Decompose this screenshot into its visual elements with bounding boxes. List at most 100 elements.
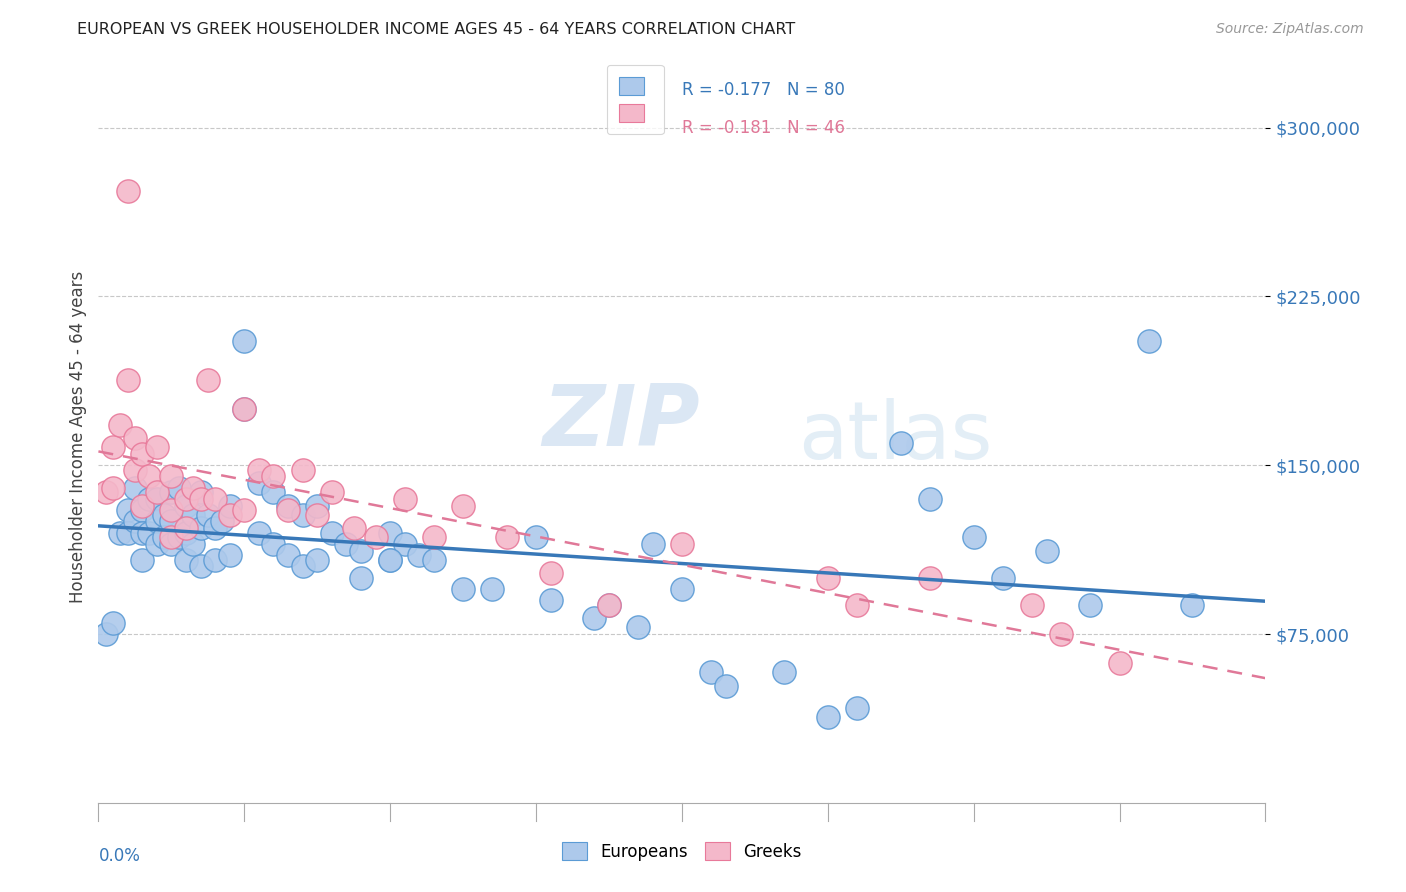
Point: [110, 417, 132, 432]
Text: R = -0.177   N = 80: R = -0.177 N = 80: [682, 80, 845, 99]
Point: [146, 440, 169, 454]
Point: [423, 530, 446, 544]
Point: [962, 530, 984, 544]
Point: [174, 491, 197, 506]
Point: [138, 525, 160, 540]
Point: [131, 447, 153, 461]
Point: [423, 553, 446, 567]
Point: [218, 499, 240, 513]
Point: [1137, 334, 1160, 349]
Point: [174, 525, 197, 540]
Point: [307, 553, 329, 567]
Point: [190, 491, 212, 506]
Point: [380, 525, 402, 540]
Point: [117, 525, 139, 540]
Point: [350, 543, 373, 558]
Point: [211, 515, 233, 529]
Point: [1021, 598, 1043, 612]
Point: [262, 485, 284, 500]
Point: [408, 548, 430, 562]
Text: atlas: atlas: [799, 398, 993, 476]
Point: [153, 508, 176, 522]
Text: EUROPEAN VS GREEK HOUSEHOLDER INCOME AGES 45 - 64 YEARS CORRELATION CHART: EUROPEAN VS GREEK HOUSEHOLDER INCOME AGE…: [77, 22, 796, 37]
Point: [131, 499, 153, 513]
Point: [160, 530, 183, 544]
Point: [1108, 657, 1130, 671]
Point: [146, 515, 169, 529]
Point: [394, 537, 416, 551]
Point: [277, 548, 299, 562]
Point: [146, 537, 169, 551]
Point: [627, 620, 650, 634]
Point: [817, 571, 839, 585]
Point: [540, 566, 562, 581]
Point: [451, 499, 474, 513]
Point: [101, 481, 124, 495]
Point: [671, 582, 693, 596]
Point: [218, 548, 240, 562]
Point: [233, 401, 256, 416]
Point: [380, 553, 402, 567]
Point: [160, 515, 183, 529]
Point: [94, 627, 117, 641]
Point: [160, 485, 183, 500]
Point: [160, 469, 183, 483]
Text: R = -0.181   N = 46: R = -0.181 N = 46: [682, 119, 845, 136]
Point: [335, 537, 357, 551]
Point: [204, 521, 226, 535]
Point: [117, 503, 139, 517]
Point: [364, 530, 387, 544]
Point: [380, 553, 402, 567]
Point: [846, 701, 869, 715]
Point: [700, 665, 723, 680]
Point: [598, 598, 620, 612]
Point: [124, 515, 146, 529]
Point: [218, 508, 240, 522]
Point: [181, 508, 204, 522]
Point: [233, 334, 256, 349]
Point: [138, 469, 160, 483]
Point: [991, 571, 1014, 585]
Point: [233, 503, 256, 517]
Point: [101, 615, 124, 630]
Point: [204, 491, 226, 506]
Point: [918, 491, 941, 506]
Point: [174, 521, 197, 535]
Point: [190, 485, 212, 500]
Point: [773, 665, 796, 680]
Text: Source: ZipAtlas.com: Source: ZipAtlas.com: [1216, 22, 1364, 37]
Point: [496, 530, 519, 544]
Point: [890, 435, 912, 450]
Point: [846, 598, 869, 612]
Point: [146, 491, 169, 506]
Point: [247, 525, 270, 540]
Point: [307, 499, 329, 513]
Point: [524, 530, 547, 544]
Point: [174, 499, 197, 513]
Point: [321, 525, 343, 540]
Point: [181, 481, 204, 495]
Point: [262, 537, 284, 551]
Point: [817, 710, 839, 724]
Point: [190, 559, 212, 574]
Point: [160, 537, 183, 551]
Point: [671, 537, 693, 551]
Point: [131, 553, 153, 567]
Point: [1181, 598, 1204, 612]
Point: [277, 503, 299, 517]
Point: [247, 476, 270, 491]
Point: [321, 485, 343, 500]
Point: [1050, 627, 1073, 641]
Point: [291, 559, 314, 574]
Point: [350, 571, 373, 585]
Point: [481, 582, 503, 596]
Point: [451, 582, 474, 596]
Point: [153, 530, 176, 544]
Point: [138, 491, 160, 506]
Point: [197, 508, 219, 522]
Point: [124, 463, 146, 477]
Point: [1035, 543, 1057, 558]
Point: [146, 485, 169, 500]
Point: [94, 485, 117, 500]
Point: [117, 184, 139, 198]
